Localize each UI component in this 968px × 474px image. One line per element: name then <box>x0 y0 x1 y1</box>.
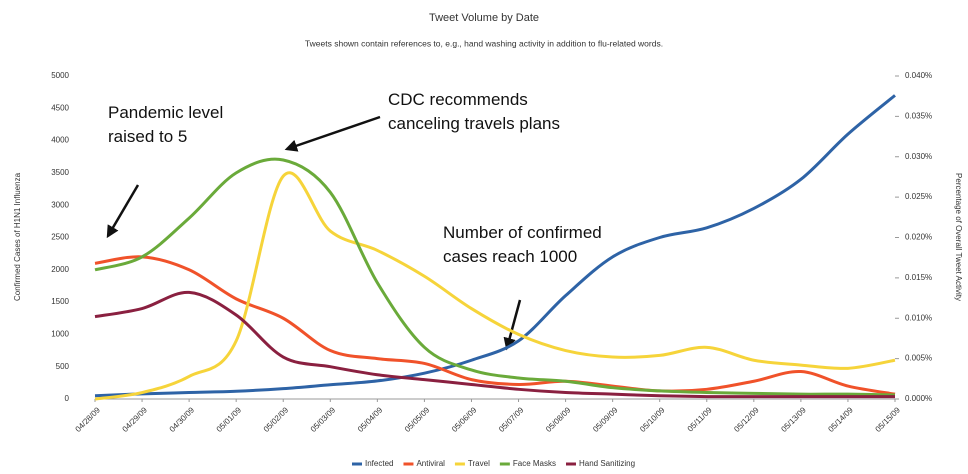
y-tick-label: 1000 <box>51 330 69 339</box>
y2-axis-label: Percentage of Overall Tweet Activity <box>954 173 963 301</box>
y-tick-label: 2000 <box>51 265 69 274</box>
y-tick-label: 3500 <box>51 168 69 177</box>
x-tick-label: 05/12/09 <box>732 405 761 434</box>
y2-tick-label: 0.030% <box>905 152 932 161</box>
x-tick-label: 05/01/09 <box>215 405 244 434</box>
y-tick-label: 500 <box>56 362 70 371</box>
y-axis-label: Confirmed Cases of H1N1 Influenza <box>13 172 22 301</box>
series-line <box>94 290 895 399</box>
y2-tick-label: 0.015% <box>905 273 932 282</box>
y-tick-label: 4500 <box>51 103 69 112</box>
x-tick-label: 05/11/09 <box>686 405 714 433</box>
x-tick-label: 05/03/09 <box>309 405 338 434</box>
annotation: canceling travels plans <box>388 114 560 133</box>
y2-tick-label: 0.035% <box>905 111 932 120</box>
x-tick-label: 05/09/09 <box>591 405 620 434</box>
x-tick-label: 05/08/09 <box>544 405 573 434</box>
arrow <box>106 184 140 239</box>
legend-label: Antiviral <box>416 459 445 468</box>
x-tick-label: 05/02/09 <box>262 405 291 434</box>
y2-tick-label: 0.005% <box>905 354 932 363</box>
x-tick-label: 05/14/09 <box>826 405 855 434</box>
annotation: CDC recommends <box>388 90 528 109</box>
legend-label: Hand Sanitizing <box>579 459 635 468</box>
chart-title: Tweet Volume by Date <box>429 12 539 24</box>
annotation: Number of confirmed <box>443 223 602 242</box>
x-tick-label: 05/10/09 <box>638 405 667 434</box>
y-tick-label: 3000 <box>51 200 69 209</box>
x-tick-label: 04/28/09 <box>74 405 103 434</box>
y2-tick-label: 0.020% <box>905 233 932 242</box>
y2-tick-label: 0.000% <box>905 394 932 403</box>
arrow <box>503 299 522 351</box>
arrow <box>284 115 381 152</box>
series-line <box>94 171 896 401</box>
y-tick-label: 2500 <box>51 233 69 242</box>
x-tick-label: 05/13/09 <box>779 405 808 434</box>
y-tick-label: 4000 <box>51 136 69 145</box>
chart-subtitle: Tweets shown contain references to, e.g.… <box>305 38 663 48</box>
legend-label: Face Masks <box>513 459 556 468</box>
x-tick-label: 05/15/09 <box>874 405 903 434</box>
series-line <box>94 157 896 397</box>
x-tick-label: 05/04/09 <box>356 405 385 434</box>
y-tick-label: 0 <box>65 394 70 403</box>
y-tick-label: 1500 <box>51 297 69 306</box>
y2-tick-label: 0.010% <box>905 313 932 322</box>
x-tick-label: 05/05/09 <box>403 405 432 434</box>
legend-label: Infected <box>365 459 393 468</box>
annotation: cases reach 1000 <box>443 247 577 266</box>
legend-label: Travel <box>468 459 490 468</box>
x-tick-label: 05/07/09 <box>497 405 526 434</box>
y-tick-label: 5000 <box>51 71 69 80</box>
series-line <box>94 255 896 396</box>
annotation: Pandemic level <box>108 103 223 122</box>
y2-tick-label: 0.040% <box>905 71 932 80</box>
x-tick-label: 04/30/09 <box>168 405 197 434</box>
series-line <box>94 94 896 398</box>
y2-tick-label: 0.025% <box>905 192 932 201</box>
x-tick-label: 05/06/09 <box>450 405 479 434</box>
x-tick-label: 04/29/09 <box>121 405 150 434</box>
annotation: raised to 5 <box>108 127 187 146</box>
